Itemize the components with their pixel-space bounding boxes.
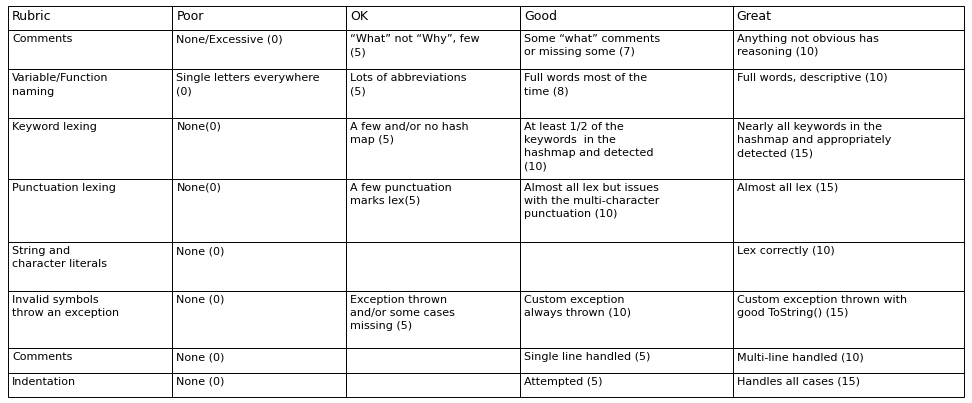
Text: A few and/or no hash
map (5): A few and/or no hash map (5) <box>351 122 469 145</box>
Bar <box>172 349 346 373</box>
Bar <box>172 30 346 69</box>
Bar <box>8 349 172 373</box>
Bar <box>520 242 733 291</box>
Text: Punctuation lexing: Punctuation lexing <box>12 183 116 193</box>
Text: Some “what” comments
or missing some (7): Some “what” comments or missing some (7) <box>525 34 661 58</box>
Text: Lex correctly (10): Lex correctly (10) <box>737 246 834 256</box>
Text: Single line handled (5): Single line handled (5) <box>525 353 651 362</box>
Text: “What” not “Why”, few
(5): “What” not “Why”, few (5) <box>351 34 480 58</box>
Bar <box>172 69 346 118</box>
Bar <box>8 118 172 179</box>
Text: Nearly all keywords in the
hashmap and appropriately
detected (15): Nearly all keywords in the hashmap and a… <box>737 122 891 158</box>
Text: Anything not obvious has
reasoning (10): Anything not obvious has reasoning (10) <box>737 34 879 58</box>
Bar <box>346 118 520 179</box>
Bar <box>346 291 520 349</box>
Bar <box>8 373 172 397</box>
Text: A few punctuation
marks lex(5): A few punctuation marks lex(5) <box>351 183 452 206</box>
Bar <box>8 291 172 349</box>
Bar <box>346 30 520 69</box>
Bar <box>172 179 346 242</box>
Bar <box>346 179 520 242</box>
Text: Handles all cases (15): Handles all cases (15) <box>737 377 859 387</box>
Text: Full words, descriptive (10): Full words, descriptive (10) <box>737 73 887 83</box>
Text: String and
character literals: String and character literals <box>12 246 107 269</box>
Text: Custom exception
always thrown (10): Custom exception always thrown (10) <box>525 295 632 318</box>
Bar <box>8 242 172 291</box>
Bar <box>733 6 964 30</box>
Bar <box>733 69 964 118</box>
Text: Almost all lex but issues
with the multi-character
punctuation (10): Almost all lex but issues with the multi… <box>525 183 660 219</box>
Bar <box>733 30 964 69</box>
Text: Comments: Comments <box>12 353 72 362</box>
Text: Attempted (5): Attempted (5) <box>525 377 603 387</box>
Text: Custom exception thrown with
good ToString() (15): Custom exception thrown with good ToStri… <box>737 295 907 318</box>
Bar <box>733 373 964 397</box>
Bar <box>346 373 520 397</box>
Text: None(0): None(0) <box>177 122 222 132</box>
Bar <box>8 69 172 118</box>
Bar <box>8 179 172 242</box>
Bar <box>8 30 172 69</box>
Text: Good: Good <box>525 10 557 23</box>
Bar <box>520 373 733 397</box>
Text: At least 1/2 of the
keywords  in the
hashmap and detected
(10): At least 1/2 of the keywords in the hash… <box>525 122 654 172</box>
Bar <box>346 69 520 118</box>
Bar <box>8 6 172 30</box>
Text: Full words most of the
time (8): Full words most of the time (8) <box>525 73 647 97</box>
Text: None (0): None (0) <box>177 295 225 305</box>
Bar <box>520 349 733 373</box>
Bar <box>172 242 346 291</box>
Text: None/Excessive (0): None/Excessive (0) <box>177 34 283 44</box>
Bar <box>520 30 733 69</box>
Text: None (0): None (0) <box>177 353 225 362</box>
Bar <box>172 6 346 30</box>
Text: Poor: Poor <box>177 10 204 23</box>
Bar <box>733 179 964 242</box>
Bar <box>346 349 520 373</box>
Bar <box>733 291 964 349</box>
Text: Exception thrown
and/or some cases
missing (5): Exception thrown and/or some cases missi… <box>351 295 455 331</box>
Text: Multi-line handled (10): Multi-line handled (10) <box>737 353 863 362</box>
Text: Single letters everywhere
(0): Single letters everywhere (0) <box>177 73 320 97</box>
Bar <box>172 373 346 397</box>
Text: Rubric: Rubric <box>12 10 52 23</box>
Text: Great: Great <box>737 10 772 23</box>
Bar <box>520 118 733 179</box>
Text: Comments: Comments <box>12 34 72 44</box>
Bar <box>733 118 964 179</box>
Bar <box>733 349 964 373</box>
Bar <box>520 69 733 118</box>
Text: OK: OK <box>351 10 368 23</box>
Bar <box>733 242 964 291</box>
Bar <box>172 118 346 179</box>
Text: Almost all lex (15): Almost all lex (15) <box>737 183 838 193</box>
Text: Keyword lexing: Keyword lexing <box>12 122 97 132</box>
Bar <box>172 291 346 349</box>
Bar <box>346 6 520 30</box>
Text: None (0): None (0) <box>177 377 225 387</box>
Bar <box>520 6 733 30</box>
Text: Invalid symbols
throw an exception: Invalid symbols throw an exception <box>12 295 120 318</box>
Text: Lots of abbreviations
(5): Lots of abbreviations (5) <box>351 73 467 97</box>
Bar <box>346 242 520 291</box>
Bar <box>520 179 733 242</box>
Text: Variable/Function
naming: Variable/Function naming <box>12 73 109 97</box>
Text: None(0): None(0) <box>177 183 222 193</box>
Bar <box>520 291 733 349</box>
Text: None (0): None (0) <box>177 246 225 256</box>
Text: Indentation: Indentation <box>12 377 76 387</box>
